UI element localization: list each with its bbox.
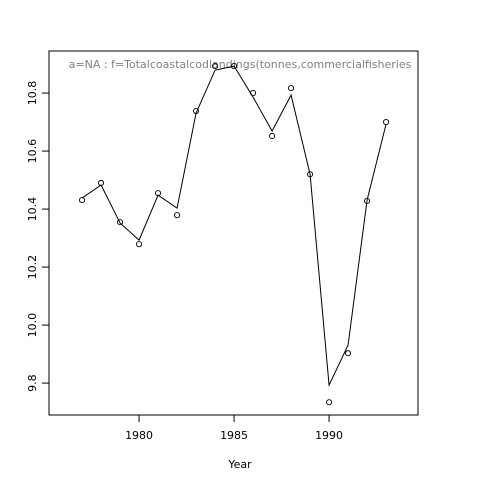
data-point [326,399,333,406]
y-tick-label: 10.2 [26,255,39,280]
x-tick-label: 1980 [125,429,153,442]
y-tick-label: 10.6 [26,139,39,164]
y-tick-label: 10.0 [26,313,39,338]
data-point [231,63,238,70]
plot-frame [48,50,419,416]
chart-title: a=NA : f=Totalcoastalcodlandings(tonnes,… [69,58,412,71]
data-point [288,85,295,92]
data-point [117,219,124,226]
y-tick-label: 10.4 [26,197,39,222]
x-tick-label: 1985 [220,429,248,442]
data-point [269,132,276,140]
data-point [136,241,143,248]
x-tick-label: 1990 [315,429,343,442]
y-tick-label: 9.8 [26,374,39,392]
x-axis-label: Year [227,458,252,471]
data-point [345,350,352,357]
data-point [174,212,181,219]
data-point [79,197,86,204]
y-tick-label: 10.8 [26,81,39,106]
fitted-line [81,65,387,387]
data-point [212,63,219,70]
data-point [383,119,390,126]
